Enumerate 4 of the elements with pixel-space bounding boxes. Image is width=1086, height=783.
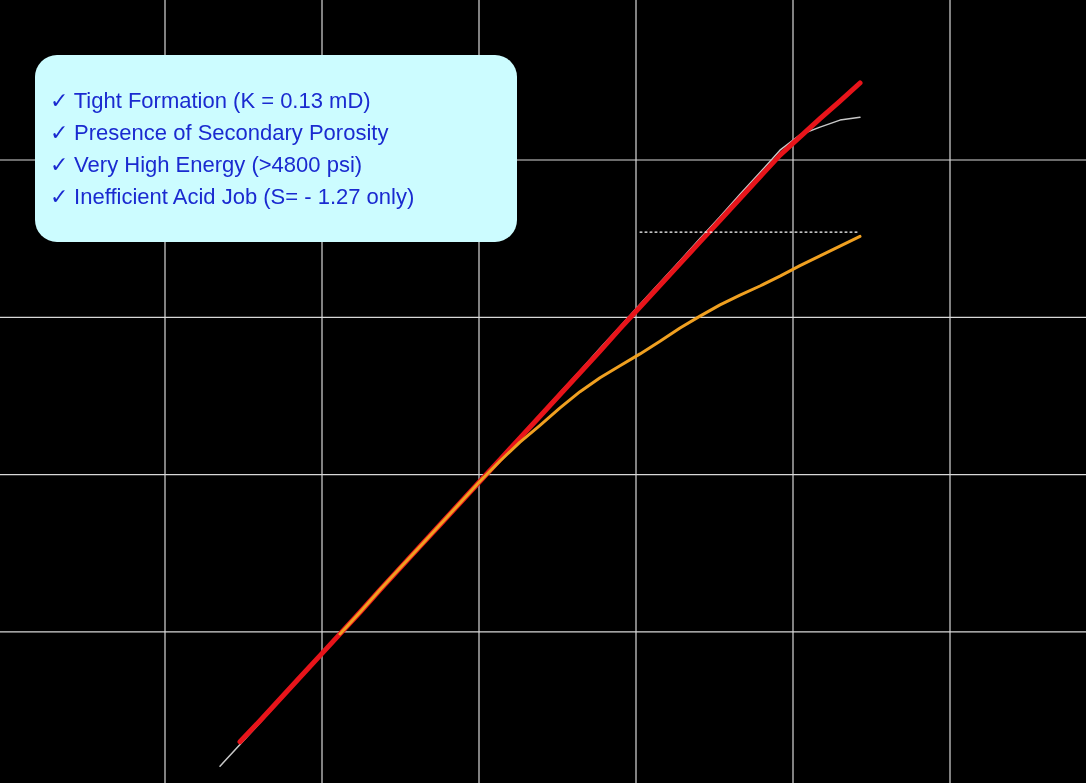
annotation: ✓ Tight Formation (K = 0.13 mD)	[50, 88, 371, 113]
annotation: ✓ Very High Energy (>4800 psi)	[50, 152, 363, 177]
annotation: ✓ Presence of Secondary Porosity	[50, 120, 389, 145]
annotation: ✓ Inefficient Acid Job (S= - 1.27 only)	[50, 184, 415, 209]
